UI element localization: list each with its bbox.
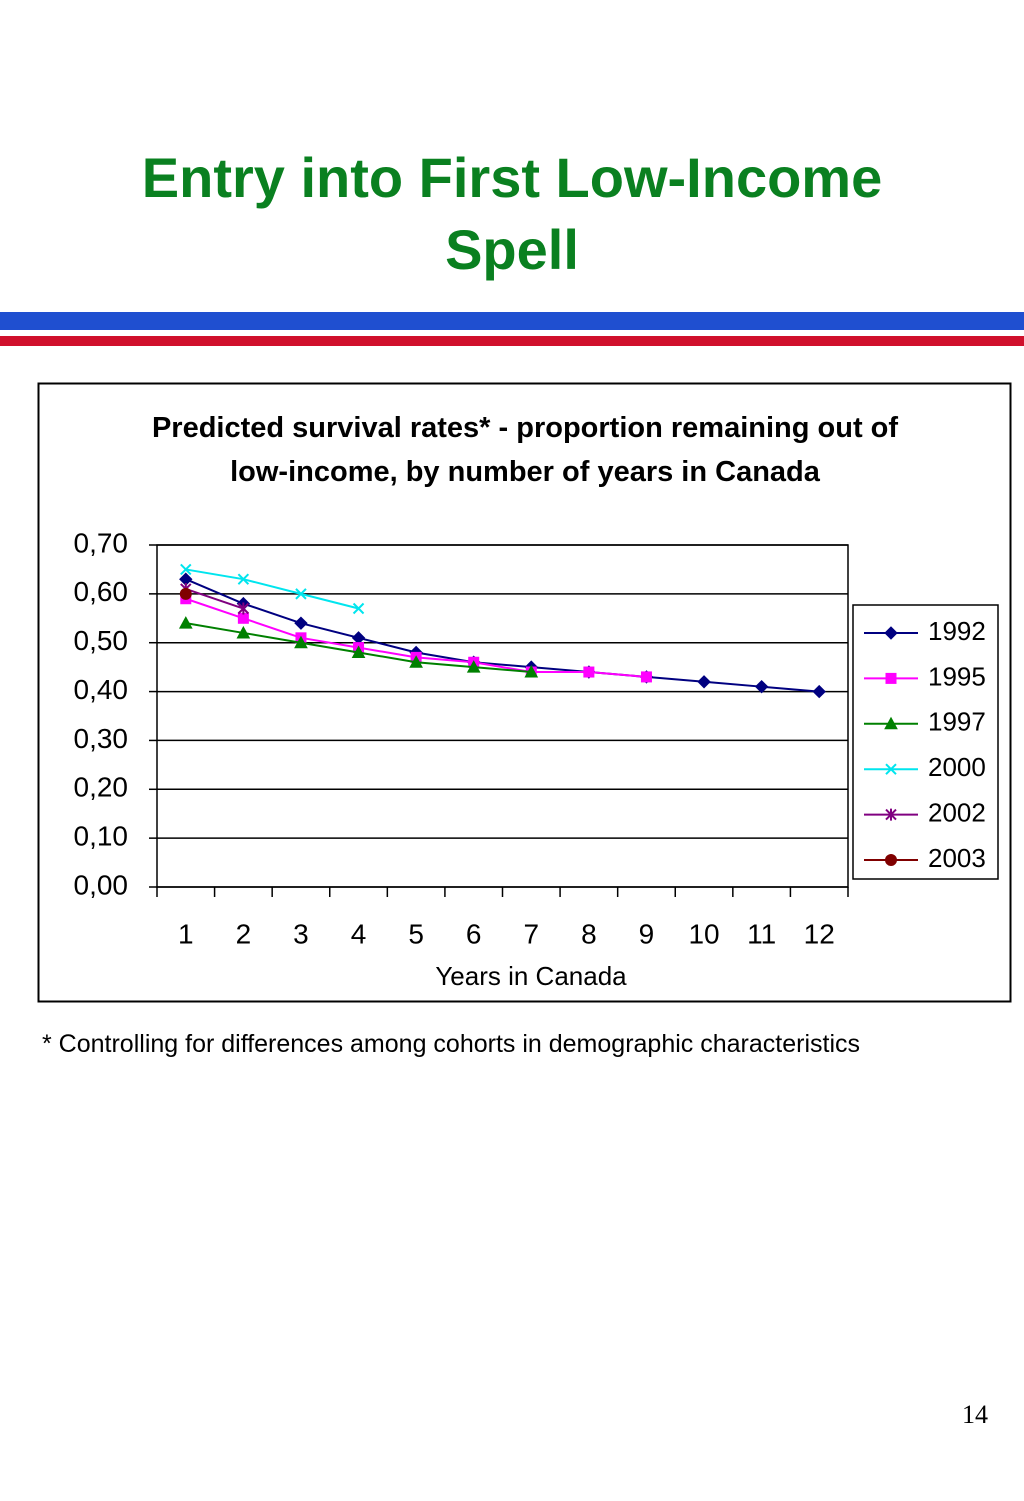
marker (294, 635, 308, 649)
legend-label: 2002 (928, 797, 986, 827)
legend-label: 2003 (928, 843, 986, 873)
y-tick-label: 0,20 (74, 772, 129, 803)
red-stripe (0, 336, 1024, 346)
legend-box (852, 604, 999, 880)
legend-label: 1995 (928, 661, 986, 691)
y-tick-label: 0,30 (74, 723, 129, 754)
series-line (185, 568, 359, 610)
y-tick-label: 0,00 (74, 869, 129, 900)
x-tick-label: 11 (747, 918, 776, 949)
chart-frame (37, 382, 1012, 1003)
marker (179, 587, 192, 600)
series-line (185, 588, 244, 610)
marker (754, 679, 769, 694)
chart-title: Predicted survival rates* - proportion r… (151, 412, 899, 488)
marker (409, 655, 423, 668)
y-tick-label: 0,50 (74, 625, 129, 656)
blue-stripe (0, 312, 1024, 330)
marker (352, 602, 365, 615)
x-tick-label: 7 (524, 918, 540, 949)
series-line (185, 578, 820, 693)
marker (466, 660, 481, 673)
legend-label: 2000 (928, 752, 986, 782)
marker (640, 671, 652, 683)
marker (885, 854, 897, 866)
x-tick-label: 1 (178, 918, 194, 949)
marker (351, 645, 366, 658)
x-tick-label: 10 (688, 918, 719, 949)
marker (295, 588, 307, 600)
marker (294, 616, 308, 630)
marker (885, 672, 897, 684)
marker (237, 602, 250, 615)
marker (236, 625, 251, 639)
marker (697, 675, 711, 689)
x-tick-label: 6 (466, 918, 482, 949)
x-tick-label: 3 (293, 918, 309, 949)
legend-label: 1992 (928, 616, 986, 646)
footnote: * Controlling for differences among coho… (42, 1030, 860, 1058)
marker (237, 612, 249, 624)
plot-border (156, 544, 849, 888)
marker (180, 563, 192, 576)
x-tick-label: 8 (581, 918, 597, 949)
marker (884, 716, 898, 730)
marker (885, 808, 897, 821)
marker (237, 573, 250, 585)
x-tick-label: 4 (351, 918, 367, 949)
marker (812, 684, 826, 699)
slide-title: Entry into First Low-Income Spell (141, 146, 883, 281)
marker (524, 664, 539, 678)
x-axis-label: Years in Canada (435, 961, 627, 991)
y-tick-label: 0,60 (74, 576, 129, 607)
legend-label: 1997 (928, 707, 986, 737)
marker (583, 666, 595, 678)
marker (178, 616, 193, 629)
y-tick-label: 0,10 (74, 821, 129, 852)
x-tick-label: 2 (236, 918, 252, 949)
y-tick-label: 0,40 (74, 674, 129, 705)
x-tick-label: 5 (408, 918, 424, 949)
x-tick-label: 9 (639, 918, 655, 949)
page-number: 14 (962, 1400, 988, 1429)
marker (885, 763, 897, 775)
marker (884, 626, 898, 640)
x-tick-label: 12 (804, 918, 835, 949)
y-tick-label: 0,70 (74, 527, 129, 558)
